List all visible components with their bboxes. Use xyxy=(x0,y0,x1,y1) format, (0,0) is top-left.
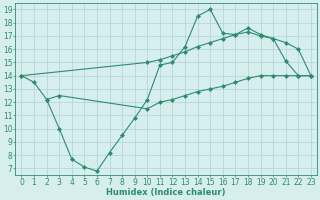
X-axis label: Humidex (Indice chaleur): Humidex (Indice chaleur) xyxy=(107,188,226,197)
